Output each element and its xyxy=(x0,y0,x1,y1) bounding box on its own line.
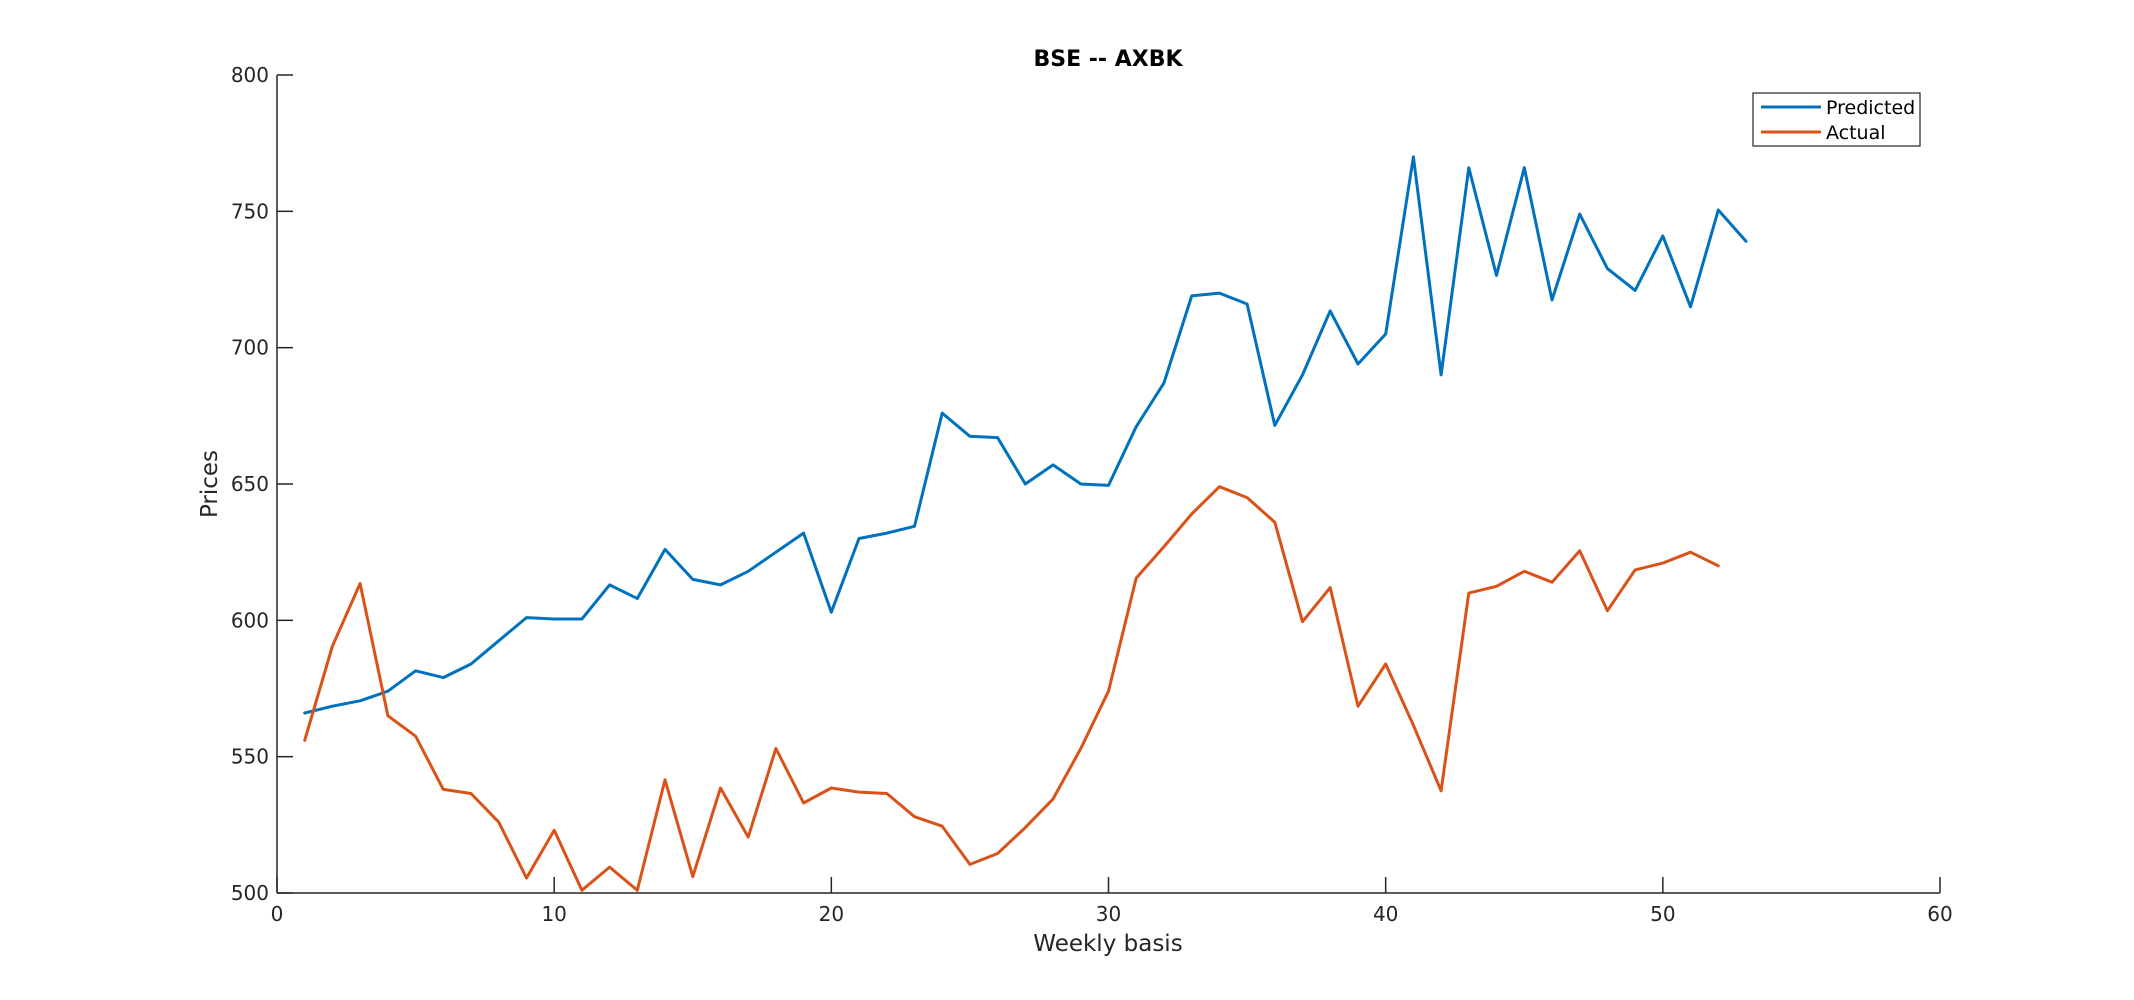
x-axis-label: Weekly basis xyxy=(1033,931,1182,957)
series-layer xyxy=(303,155,1748,892)
x-tick-label: 10 xyxy=(541,902,566,926)
legend-label-predicted: Predicted xyxy=(1826,97,1915,119)
y-tick-label: 700 xyxy=(231,336,269,360)
legend-label-actual: Actual xyxy=(1826,122,1886,144)
x-tick-label: 60 xyxy=(1927,902,1952,926)
y-axis-label: Prices xyxy=(197,450,223,518)
y-tick-label: 750 xyxy=(231,199,269,223)
chart-title: BSE -- AXBK xyxy=(1033,47,1183,72)
y-tick-label: 800 xyxy=(231,63,269,87)
x-tick-label: 30 xyxy=(1096,902,1121,926)
x-tick-label: 40 xyxy=(1373,902,1398,926)
series-line-actual xyxy=(303,485,1720,892)
y-tick-label: 500 xyxy=(231,881,269,905)
y-ticks: 500 550 600 650 700 750 800 xyxy=(231,63,293,905)
legend: Predicted Actual xyxy=(1752,92,1921,147)
series-line-predicted xyxy=(303,155,1748,715)
y-tick-label: 550 xyxy=(231,745,269,769)
x-tick-label: 0 xyxy=(271,902,284,926)
x-tick-label: 50 xyxy=(1650,902,1675,926)
y-tick-label: 650 xyxy=(231,472,269,496)
axes: 0 10 20 30 40 50 60 500 550 600 650 700 750 800 xyxy=(231,63,1953,926)
legend-box xyxy=(1752,92,1921,147)
x-tick-label: 20 xyxy=(819,902,844,926)
y-tick-label: 600 xyxy=(231,608,269,632)
x-ticks: 0 10 20 30 40 50 60 xyxy=(271,877,1953,926)
